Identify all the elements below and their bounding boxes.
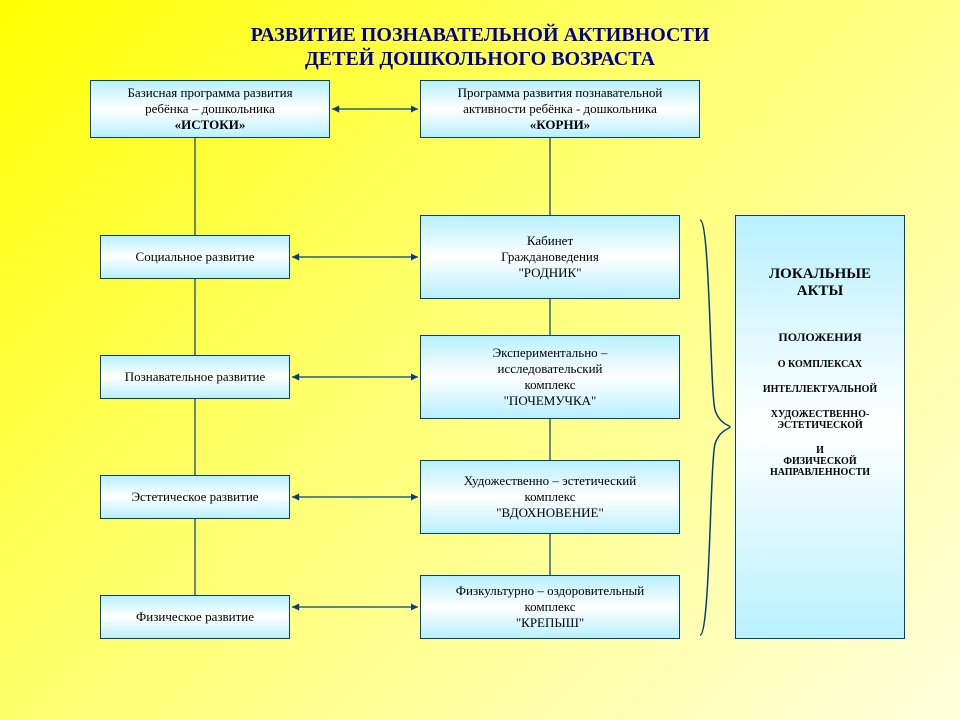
text: АКТЫ [742,283,898,300]
box-krepysh: Физкультурно – оздоровительный комплекс … [420,575,680,639]
text: «ИСТОКИ» [95,117,325,133]
box-physical: Физическое развитие [100,595,290,639]
text: Кабинет [425,233,675,249]
text: "КРЕПЫШ" [425,615,675,631]
text: ПОЛОЖЕНИЯ [742,330,898,345]
text: Граждановедения [425,249,675,265]
page-title-line1: РАЗВИТИЕ ПОЗНАВАТЕЛЬНОЙ АКТИВНОСТИ [0,24,960,47]
text: Познавательное развитие [105,369,285,385]
text: активности ребёнка - дошкольника [425,101,695,117]
page-title-line2: ДЕТЕЙ ДОШКОЛЬНОГО ВОЗРАСТА [0,48,960,71]
text: Социальное развитие [105,249,285,265]
text: "ПОЧЕМУЧКА" [425,393,675,409]
text: "РОДНИК" [425,265,675,281]
box-pochemuchka: Экспериментально – исследовательский ком… [420,335,680,419]
text: Физическое развитие [105,609,285,625]
text: О КОМПЛЕКСАХ [742,359,898,370]
box-social: Социальное развитие [100,235,290,279]
text: Экспериментально – [425,345,675,361]
text: ЭСТЕТИЧЕСКОЙ [742,420,898,431]
text: "ВДОХНОВЕНИЕ" [425,505,675,521]
text: исследовательский [425,361,675,377]
text: ФИЗИЧЕСКОЙ [742,456,898,467]
text: И [742,445,898,456]
text: НАПРАВЛЕННОСТИ [742,467,898,478]
text: Базисная программа развития [95,85,325,101]
text: комплекс [425,489,675,505]
text: комплекс [425,377,675,393]
text: Программа развития познавательной [425,85,695,101]
text: «КОРНИ» [425,117,695,133]
text: ребёнка – дошкольника [95,101,325,117]
box-local-acts: ЛОКАЛЬНЫЕ АКТЫ ПОЛОЖЕНИЯ О КОМПЛЕКСАХ ИН… [735,215,905,639]
box-rodnik: Кабинет Граждановедения "РОДНИК" [420,215,680,299]
text: ЛОКАЛЬНЫЕ [742,266,898,283]
box-cognitive: Познавательное развитие [100,355,290,399]
box-vdohnovenie: Художественно – эстетический комплекс "В… [420,460,680,534]
box-top-left: Базисная программа развития ребёнка – до… [90,80,330,138]
text: ИНТЕЛЛЕКТУАЛЬНОЙ [742,384,898,395]
text: Художественно – эстетический [425,473,675,489]
text: Физкультурно – оздоровительный [425,583,675,599]
text: комплекс [425,599,675,615]
box-top-right: Программа развития познавательной активн… [420,80,700,138]
text: Эстетическое развитие [105,489,285,505]
box-aesthetic: Эстетическое развитие [100,475,290,519]
text: ХУДОЖЕСТВЕННО- [742,409,898,420]
